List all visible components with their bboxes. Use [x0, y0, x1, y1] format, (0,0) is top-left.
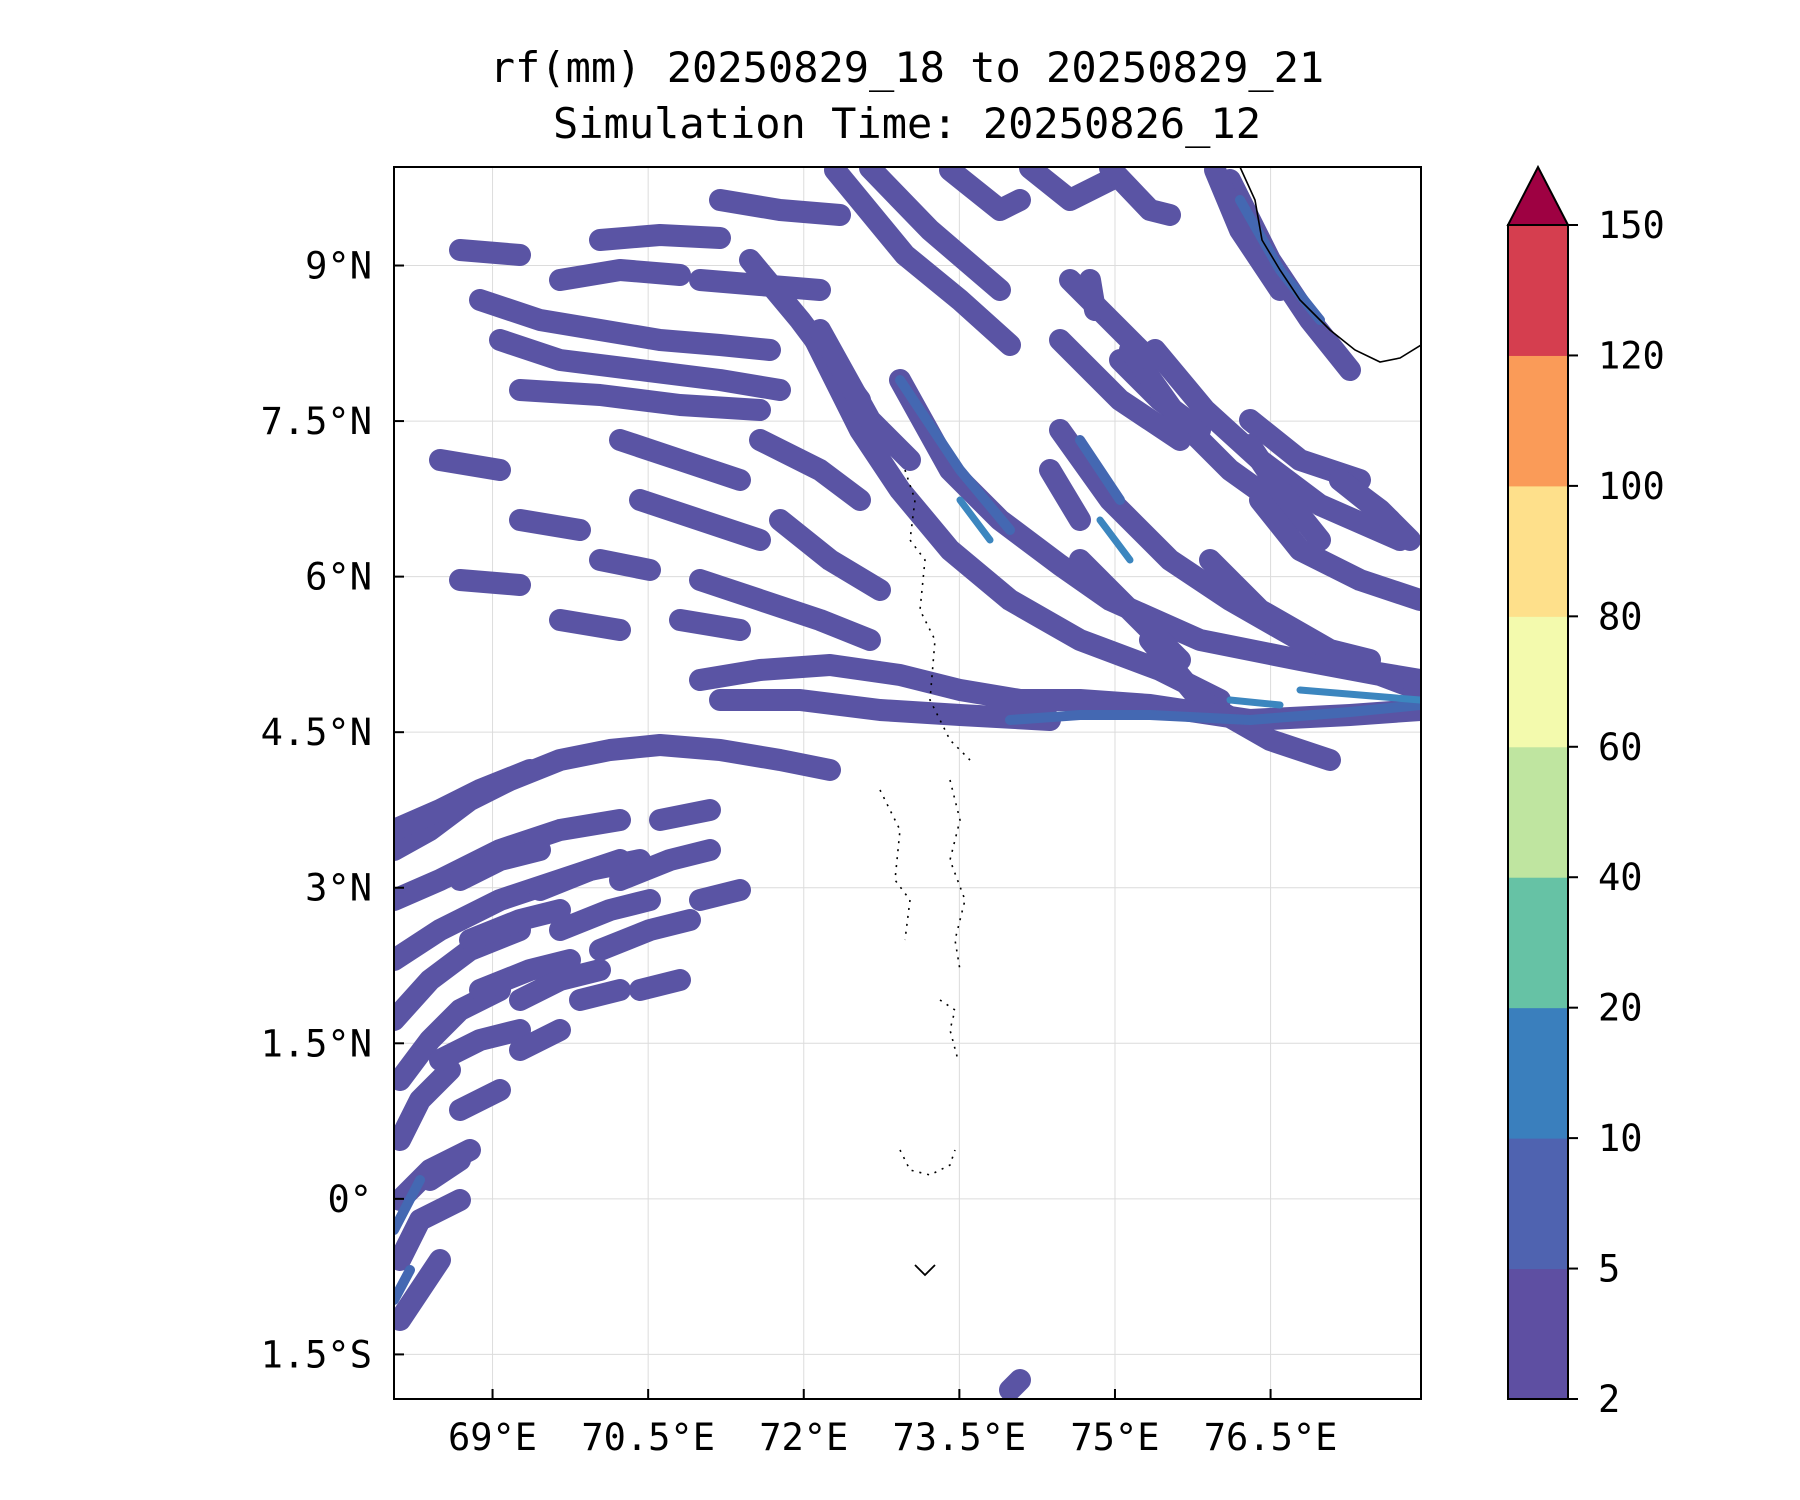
lat-tick-label: 6°N: [305, 556, 372, 599]
colorbar-segment: [1508, 1007, 1568, 1139]
lat-tick-label: 1.5°N: [261, 1022, 372, 1065]
lat-tick-label: 4.5°N: [261, 711, 372, 754]
colorbar-segment: [1508, 485, 1568, 617]
colorbar-label: 120: [1598, 334, 1665, 377]
colorbar-label: 5: [1598, 1248, 1620, 1291]
lat-tick-label: 0°: [327, 1178, 372, 1221]
colorbar-segment: [1508, 355, 1568, 487]
lon-tick-label: 69°E: [448, 1416, 537, 1459]
colorbar-extend-arrow: [1506, 164, 1570, 226]
colorbar-segment: [1508, 877, 1568, 1009]
lat-tick-label: 3°N: [305, 867, 372, 910]
rain-heavy-bands: [956, 496, 1421, 709]
longitude-ticks: 69°E 70.5°E 72°E 73.5°E 75°E 76.5°E: [448, 1389, 1337, 1459]
colorbar-label: 150: [1598, 204, 1665, 247]
lon-tick-label: 75°E: [1070, 1416, 1159, 1459]
colorbar-segment: [1508, 616, 1568, 748]
lon-tick-label: 70.5°E: [581, 1416, 715, 1459]
colorbar-label: 40: [1598, 856, 1643, 899]
colorbar-segment: [1508, 746, 1568, 878]
colorbar-label: 80: [1598, 595, 1643, 638]
colorbar-label: 10: [1598, 1117, 1643, 1160]
lat-tick-label: 9°N: [305, 245, 372, 288]
colorbar-label: 20: [1598, 987, 1643, 1030]
map-frame: [393, 166, 1422, 1400]
latitude-ticks: 9°N 7.5°N 6°N 4.5°N 3°N 1.5°N 0° 1.5°S: [261, 245, 404, 1376]
colorbar-label: 100: [1598, 465, 1665, 508]
map-title-line1: rf(mm) 20250829_18 to 20250829_21: [490, 43, 1324, 92]
map-area: [394, 167, 1421, 1399]
colorbar: 2 5 10 20 40 60 80 100 120 150: [1506, 164, 1665, 1421]
colorbar-frame: [1507, 224, 1569, 1400]
lon-tick-label: 76.5°E: [1204, 1416, 1338, 1459]
map-title-line2: Simulation Time: 20250826_12: [553, 99, 1261, 148]
lat-tick-label: 7.5°N: [261, 400, 372, 443]
colorbar-label: 2: [1598, 1378, 1620, 1421]
coastline: [879, 167, 1421, 1277]
lat-tick-label: 1.5°S: [261, 1333, 372, 1376]
colorbar-segment: [1508, 1268, 1568, 1400]
colorbar-segment: [1508, 1138, 1568, 1270]
colorbar-segment: [1508, 225, 1568, 356]
rainfall-field: [394, 167, 1421, 1399]
colorbar-label: 60: [1598, 726, 1643, 769]
lon-tick-label: 72°E: [759, 1416, 848, 1459]
lon-tick-label: 73.5°E: [893, 1416, 1027, 1459]
